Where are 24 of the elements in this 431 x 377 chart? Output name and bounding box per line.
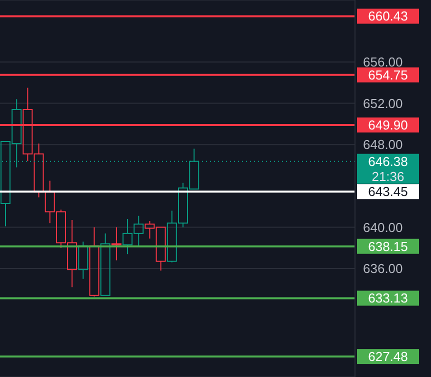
candlestick <box>122 218 133 255</box>
candlestick <box>67 220 78 288</box>
y-tick-label: 640.00 <box>363 220 403 235</box>
ref-line-label: 654.75 <box>368 67 408 82</box>
ref-line-label: 646.38 <box>368 154 408 169</box>
ref-line-label: 643.45 <box>368 184 408 200</box>
ref-line-label: 638.15 <box>368 238 408 254</box>
candlestick <box>34 143 44 198</box>
candlestick <box>144 220 155 240</box>
ref-line-label: 627.48 <box>368 349 408 364</box>
candlestick <box>134 215 144 248</box>
ref-line-label: 649.90 <box>368 117 408 132</box>
y-tick-label: 648.00 <box>363 137 403 152</box>
ref-line-label: 633.13 <box>368 290 408 306</box>
candlestick <box>89 226 100 297</box>
text: 21:36 <box>372 168 404 184</box>
candlestick <box>166 210 177 263</box>
candlestick <box>22 87 33 162</box>
candlestick <box>111 226 122 261</box>
y-tick-label: 652.00 <box>363 96 403 111</box>
y-tick-label: 636.00 <box>363 261 403 276</box>
y-tick-label: 656.00 <box>363 54 403 70</box>
ref-line-label: 660.43 <box>368 8 408 24</box>
candlestick <box>178 182 188 228</box>
